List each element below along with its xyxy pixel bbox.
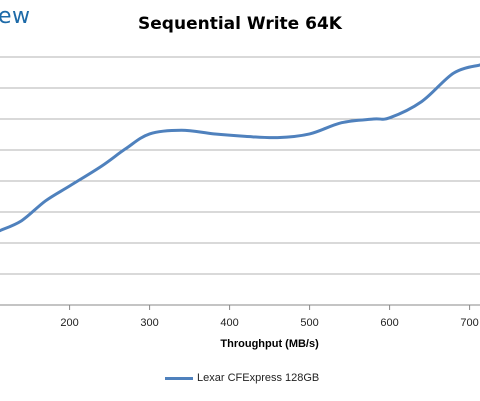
legend-label: Lexar CFExpress 128GB [197, 372, 320, 384]
gridlines [0, 56, 480, 306]
x-tick-label: 600 [380, 317, 398, 329]
brand-logo-fragment: ew [0, 4, 31, 29]
x-tick-label: 200 [60, 317, 78, 329]
series-line [0, 63, 480, 233]
x-axis-label: Throughput (MB/s) [220, 338, 319, 350]
x-tick-label: 500 [300, 317, 318, 329]
x-tick-label: 300 [140, 317, 158, 329]
series-layer [0, 63, 480, 233]
x-tick-label: 700 [460, 317, 478, 329]
chart-title: Sequential Write 64K [138, 14, 342, 34]
legend: Lexar CFExpress 128GB [165, 372, 319, 384]
legend-swatch [165, 376, 193, 380]
x-axis: 200 300 400 500 600 700 [60, 305, 479, 329]
x-tick-label: 400 [220, 317, 238, 329]
